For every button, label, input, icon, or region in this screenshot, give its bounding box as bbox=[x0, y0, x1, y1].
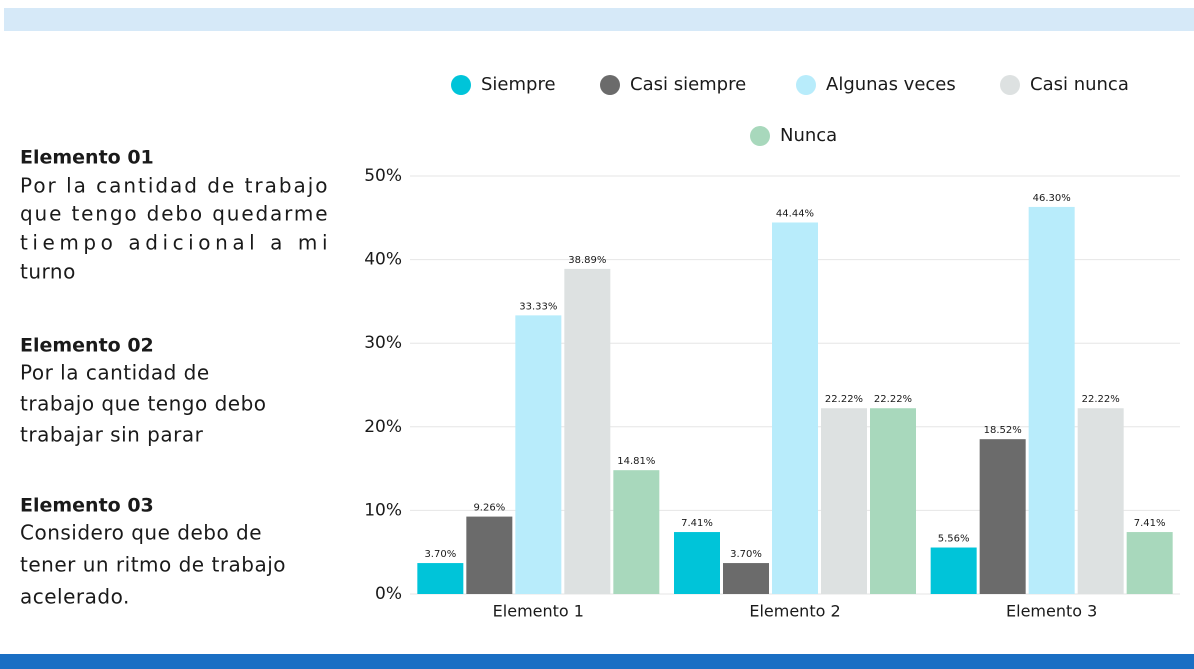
value-label: 46.30% bbox=[1033, 193, 1071, 204]
value-label: 38.89% bbox=[568, 255, 606, 266]
y-tick-label: 30% bbox=[364, 333, 402, 353]
side-text: turno bbox=[20, 260, 76, 284]
legend-marker bbox=[796, 75, 816, 95]
x-tick-label: Elemento 1 bbox=[493, 602, 584, 621]
bar bbox=[1126, 532, 1173, 594]
side-title: Elemento 02 bbox=[20, 335, 154, 357]
legend-label: Algunas veces bbox=[826, 74, 956, 95]
legend-label: Casi siempre bbox=[630, 74, 746, 95]
side-text: Por la cantidad de trabajo bbox=[20, 174, 328, 198]
legend-marker bbox=[750, 126, 770, 146]
x-tick-label: Elemento 3 bbox=[1006, 602, 1097, 621]
bar bbox=[772, 222, 818, 594]
bar bbox=[613, 470, 660, 594]
y-tick-label: 40% bbox=[364, 250, 402, 270]
value-label: 18.52% bbox=[984, 425, 1022, 436]
value-label: 22.22% bbox=[1082, 394, 1120, 405]
bar bbox=[821, 408, 867, 594]
bar bbox=[870, 408, 916, 594]
y-tick-label: 20% bbox=[364, 417, 402, 437]
side-text: que tengo debo quedarme bbox=[20, 202, 328, 226]
side-text: tener un ritmo de trabajo bbox=[20, 553, 286, 577]
top-band bbox=[4, 8, 1194, 31]
bar bbox=[930, 547, 977, 594]
y-tick-label: 0% bbox=[375, 584, 402, 604]
value-label: 7.41% bbox=[1134, 518, 1166, 529]
side-title: Elemento 03 bbox=[20, 495, 154, 517]
side-title: Elemento 01 bbox=[20, 147, 154, 169]
y-tick-label: 10% bbox=[364, 500, 402, 520]
legend-marker bbox=[451, 75, 471, 95]
value-label: 7.41% bbox=[681, 518, 713, 529]
bottom-band bbox=[0, 654, 1194, 669]
side-text: Por la cantidad de bbox=[20, 361, 210, 385]
bar bbox=[417, 563, 464, 594]
side-text: Considero que debo de bbox=[20, 521, 262, 545]
bar bbox=[674, 532, 720, 594]
side-text: acelerado. bbox=[20, 585, 130, 609]
value-label: 22.22% bbox=[874, 394, 912, 405]
legend-marker bbox=[600, 75, 620, 95]
side-text: trabajo que tengo debo bbox=[20, 392, 267, 416]
side-text: tiempo adicional a mi bbox=[20, 231, 328, 255]
bar bbox=[979, 439, 1026, 594]
bar bbox=[1028, 206, 1075, 594]
value-label: 44.44% bbox=[776, 208, 814, 219]
legend-marker bbox=[1000, 75, 1020, 95]
legend-label: Siempre bbox=[481, 74, 556, 95]
x-tick-label: Elemento 2 bbox=[749, 602, 840, 621]
legend-label: Nunca bbox=[780, 125, 837, 146]
bar bbox=[466, 516, 513, 594]
bar bbox=[723, 563, 769, 594]
bar bbox=[1077, 408, 1124, 594]
value-label: 33.33% bbox=[519, 301, 557, 312]
bar bbox=[564, 268, 611, 594]
legend-label: Casi nunca bbox=[1030, 74, 1129, 95]
side-text: trabajar sin parar bbox=[20, 423, 204, 447]
value-label: 3.70% bbox=[424, 549, 456, 560]
bar bbox=[515, 315, 562, 594]
value-label: 9.26% bbox=[473, 503, 505, 514]
value-label: 5.56% bbox=[938, 534, 970, 545]
y-tick-label: 50% bbox=[364, 166, 402, 186]
value-label: 3.70% bbox=[730, 549, 762, 560]
value-label: 22.22% bbox=[825, 394, 863, 405]
value-label: 14.81% bbox=[617, 456, 655, 467]
